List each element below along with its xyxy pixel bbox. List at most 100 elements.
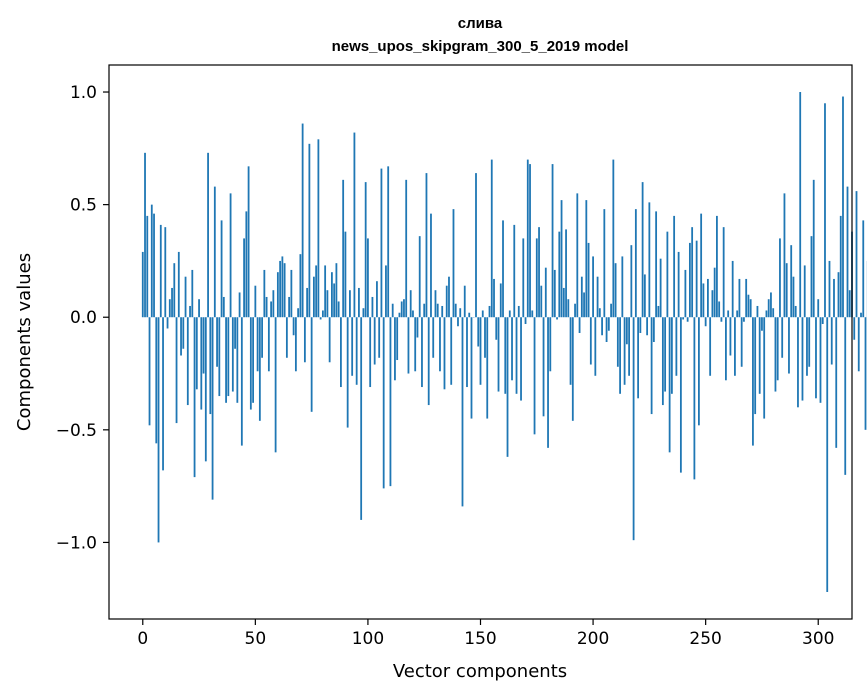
bar	[355, 317, 358, 385]
bar	[704, 317, 707, 327]
bar	[571, 317, 574, 421]
bar	[585, 200, 588, 318]
bar	[504, 317, 507, 394]
bar	[634, 209, 637, 318]
bar	[182, 317, 185, 349]
bar	[772, 308, 775, 318]
bar	[459, 308, 462, 318]
bar	[243, 238, 245, 318]
bar	[308, 143, 311, 318]
bar	[576, 193, 579, 318]
bar	[349, 290, 351, 318]
bar	[720, 317, 723, 322]
bar	[315, 265, 318, 318]
chart-title: слива	[458, 15, 503, 32]
bar	[184, 276, 187, 318]
x-tick-label: 50	[245, 629, 267, 649]
bar	[625, 317, 628, 345]
y-axis-ticks: 1.0 0.5 0.0 −0.5 −1.0	[56, 83, 109, 553]
bar	[524, 317, 527, 324]
bar	[283, 263, 286, 318]
bar	[258, 317, 261, 421]
bar	[788, 317, 790, 374]
bar	[529, 164, 531, 318]
bar	[815, 317, 817, 399]
y-tick-label: −1.0	[56, 533, 97, 553]
bar	[391, 303, 394, 318]
bar	[842, 96, 844, 318]
bar	[736, 310, 739, 318]
bar	[479, 317, 482, 385]
bar	[761, 317, 763, 331]
bar	[646, 317, 649, 336]
bar	[490, 159, 493, 318]
bar	[580, 276, 583, 318]
bar	[821, 317, 824, 324]
bar	[781, 317, 784, 358]
bar	[369, 317, 372, 388]
bar	[743, 317, 745, 322]
bar	[686, 317, 689, 322]
bar	[864, 317, 867, 430]
bar	[425, 173, 428, 318]
bar	[603, 209, 606, 318]
bar	[632, 317, 635, 541]
bar	[670, 317, 673, 394]
bar	[562, 287, 565, 318]
bar	[321, 310, 324, 318]
bar	[376, 281, 378, 318]
bar	[594, 317, 597, 376]
bar	[567, 299, 570, 318]
bar	[801, 317, 804, 401]
bar	[380, 168, 383, 318]
bar	[765, 310, 768, 318]
bar	[254, 285, 257, 318]
bar	[461, 317, 464, 507]
bar	[857, 317, 860, 372]
bar	[691, 227, 694, 318]
bars-group	[141, 92, 867, 592]
bar	[497, 317, 500, 392]
bar	[643, 274, 646, 318]
x-axis-label: Vector components	[393, 661, 567, 682]
bar	[344, 231, 347, 318]
bar	[495, 317, 498, 340]
bar	[337, 301, 340, 318]
bar	[189, 305, 191, 318]
bar	[409, 290, 412, 318]
bar	[506, 317, 509, 457]
bar	[279, 260, 282, 318]
bar	[812, 179, 815, 318]
bar	[427, 317, 430, 406]
bar	[247, 166, 250, 318]
bar	[587, 242, 590, 318]
bar	[560, 200, 563, 318]
bar	[252, 317, 254, 403]
bar	[171, 287, 173, 318]
x-tick-label: 300	[802, 629, 834, 649]
bar	[702, 283, 705, 318]
bar	[752, 317, 754, 446]
bar	[157, 317, 160, 543]
bar	[292, 317, 295, 336]
bar	[707, 278, 709, 318]
bar	[713, 267, 716, 318]
bar	[790, 245, 793, 318]
bar	[488, 305, 491, 318]
bar	[817, 299, 820, 318]
bar	[290, 269, 293, 318]
bar	[679, 317, 682, 473]
bar	[463, 285, 466, 318]
bar	[335, 263, 338, 318]
y-tick-label: 0.5	[70, 196, 97, 216]
bar	[180, 317, 182, 356]
bar	[150, 204, 153, 318]
bar	[468, 312, 471, 318]
bar	[767, 299, 770, 318]
bar	[657, 305, 660, 318]
bar	[756, 305, 759, 318]
bar	[216, 317, 218, 367]
bar	[141, 251, 144, 318]
bar	[324, 265, 327, 318]
bar	[695, 240, 698, 318]
